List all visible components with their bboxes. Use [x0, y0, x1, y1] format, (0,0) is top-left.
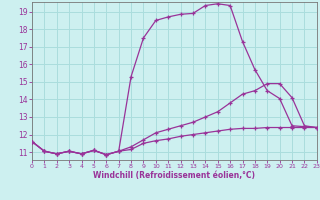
X-axis label: Windchill (Refroidissement éolien,°C): Windchill (Refroidissement éolien,°C) [93, 171, 255, 180]
